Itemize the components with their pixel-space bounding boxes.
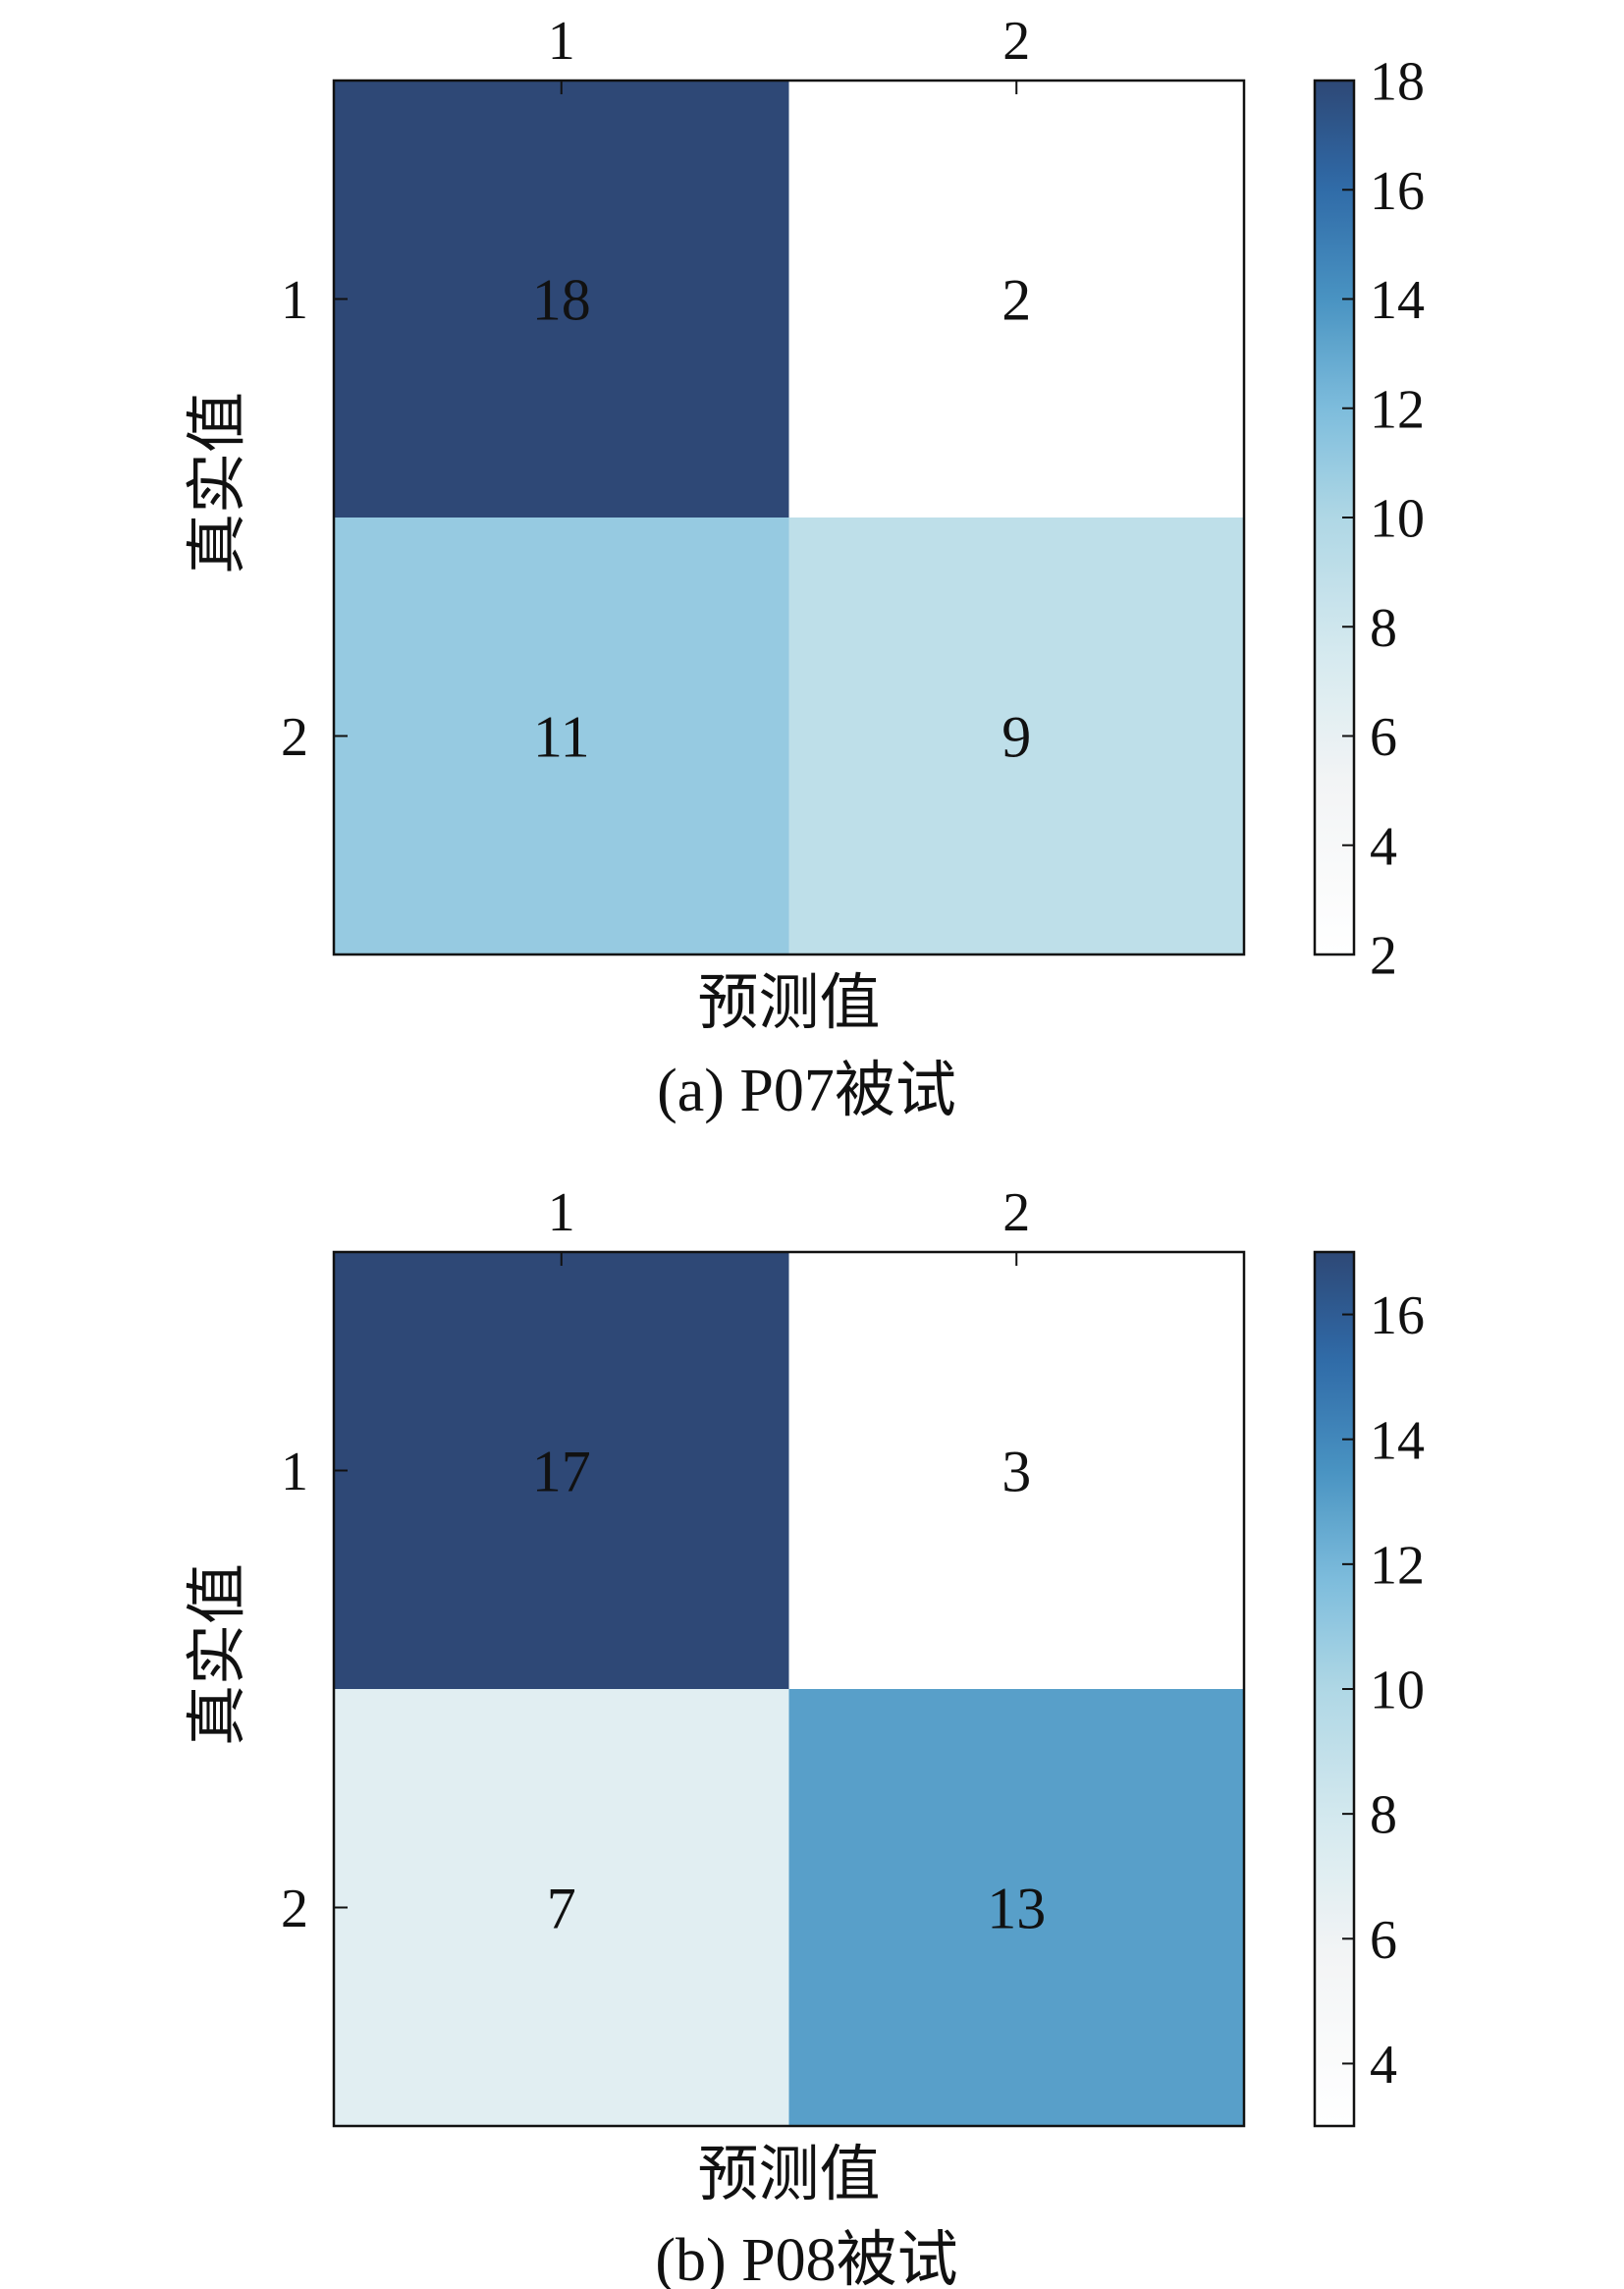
heatmap-cell bbox=[334, 1689, 789, 2127]
y-tick-label: 1 bbox=[281, 1442, 308, 1502]
y-tick-label: 2 bbox=[281, 1879, 308, 1939]
colorbar-tick-label: 16 bbox=[1370, 1285, 1425, 1346]
heatmap-cell bbox=[334, 1252, 789, 1690]
x-tick-label: 1 bbox=[548, 1182, 575, 1243]
panel-caption: (a) P07被试 bbox=[657, 1058, 956, 1124]
heatmap-cell bbox=[788, 1252, 1245, 1690]
colorbar-tick-label: 10 bbox=[1370, 1661, 1425, 1721]
heatmap-cell bbox=[788, 1689, 1245, 2127]
colorbar-tick-label: 8 bbox=[1370, 598, 1397, 659]
heatmap-cell bbox=[788, 518, 1245, 955]
cell-value-label: 7 bbox=[547, 1877, 576, 1941]
colorbar-tick-label: 4 bbox=[1370, 816, 1397, 877]
cell-value-label: 13 bbox=[987, 1877, 1046, 1941]
colorbar-tick-label: 2 bbox=[1370, 926, 1397, 987]
cell-value-label: 17 bbox=[532, 1440, 591, 1504]
colorbar-tick-label: 12 bbox=[1370, 1535, 1425, 1596]
x-tick-label: 2 bbox=[1002, 1182, 1030, 1243]
colorbar-tick-label: 16 bbox=[1370, 161, 1425, 222]
y-axis-label: 真实值 bbox=[185, 392, 251, 574]
colorbar-tick-label: 8 bbox=[1370, 1785, 1397, 1846]
colorbar-tick-label: 10 bbox=[1370, 489, 1425, 550]
x-tick-label: 1 bbox=[548, 11, 575, 72]
cell-value-label: 3 bbox=[1001, 1440, 1031, 1504]
colorbar-tick-label: 4 bbox=[1370, 2035, 1397, 2096]
colorbar-tick-label: 6 bbox=[1370, 707, 1397, 768]
cell-value-label: 11 bbox=[533, 705, 590, 770]
y-tick-label: 2 bbox=[281, 707, 308, 768]
x-tick-label: 2 bbox=[1002, 11, 1030, 72]
y-tick-label: 1 bbox=[281, 270, 308, 331]
colorbar-tick-label: 18 bbox=[1370, 52, 1425, 113]
colorbar-tick-label: 6 bbox=[1370, 1910, 1397, 1971]
heatmap-cell bbox=[334, 518, 789, 955]
cell-value-label: 2 bbox=[1001, 268, 1031, 333]
colorbar-tick-label: 14 bbox=[1370, 270, 1425, 331]
y-axis-label: 真实值 bbox=[185, 1563, 251, 1746]
x-axis-label: 预测值 bbox=[697, 2142, 880, 2208]
heatmap-cell bbox=[334, 81, 789, 518]
plot-frame bbox=[332, 1250, 1246, 2128]
heatmap-cell bbox=[788, 81, 1245, 518]
cell-value-label: 9 bbox=[1001, 705, 1031, 770]
plot-frame bbox=[332, 79, 1246, 956]
cell-value-label: 18 bbox=[532, 268, 591, 333]
x-axis-label: 预测值 bbox=[697, 970, 880, 1037]
colorbar-tick-label: 14 bbox=[1370, 1410, 1425, 1471]
panel-caption: (b) P08被试 bbox=[655, 2227, 957, 2289]
colorbar-tick-label: 12 bbox=[1370, 379, 1425, 440]
